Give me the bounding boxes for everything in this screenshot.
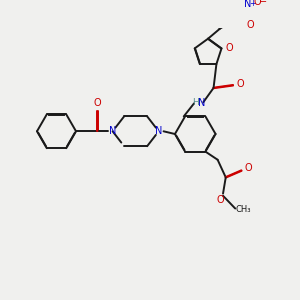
Text: +: + bbox=[249, 0, 256, 8]
Text: H: H bbox=[193, 98, 199, 107]
Text: O: O bbox=[225, 44, 233, 53]
Text: O: O bbox=[94, 98, 101, 108]
Text: N: N bbox=[155, 126, 162, 136]
Text: O: O bbox=[247, 20, 255, 30]
Text: O: O bbox=[253, 0, 261, 7]
Text: CH₃: CH₃ bbox=[235, 206, 250, 214]
Text: N: N bbox=[109, 126, 116, 136]
Text: O: O bbox=[237, 79, 244, 89]
Text: O: O bbox=[217, 195, 224, 206]
Text: N: N bbox=[198, 98, 205, 108]
Text: O: O bbox=[244, 163, 252, 173]
Text: N: N bbox=[244, 0, 251, 10]
Text: −: − bbox=[260, 0, 268, 7]
